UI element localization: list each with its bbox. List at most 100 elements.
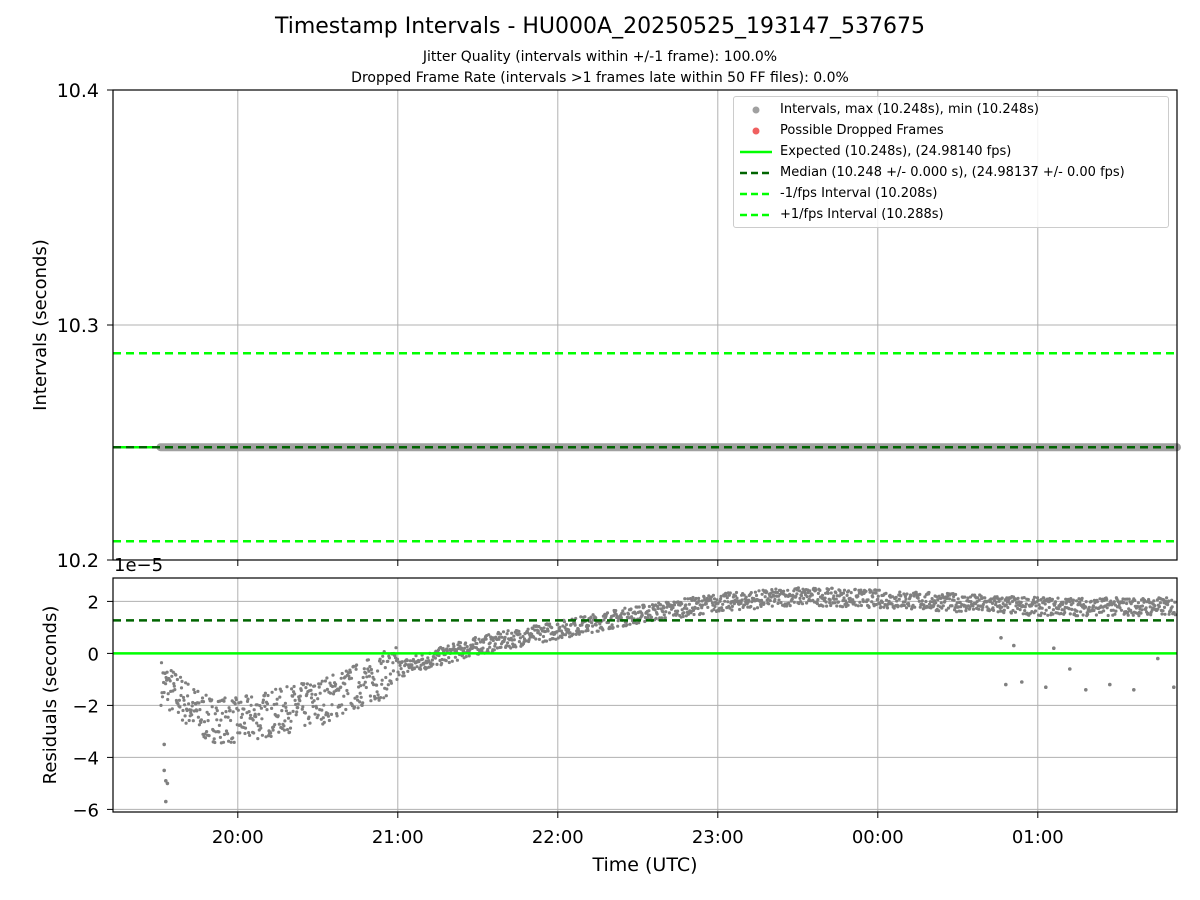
residual-point (937, 609, 941, 613)
residual-point (437, 653, 441, 658)
residual-point (968, 605, 972, 610)
residual-point (206, 719, 210, 723)
residual-point (1148, 605, 1152, 609)
residual-point (816, 598, 820, 602)
residual-point (622, 612, 627, 616)
residual-point (840, 605, 845, 609)
residual-point (431, 662, 435, 666)
residual-point (291, 709, 295, 714)
residual-point (222, 699, 226, 703)
residual-point (743, 603, 747, 607)
residual-point (536, 629, 540, 633)
residual-point (382, 696, 386, 700)
residual-outlier-point (1020, 680, 1024, 684)
residual-point (671, 606, 675, 610)
residual-point (305, 682, 309, 686)
residual-point (197, 701, 201, 705)
residual-point (898, 590, 902, 594)
residual-point (776, 601, 780, 606)
y-offset-label: 1e−5 (114, 555, 163, 576)
residual-point (907, 604, 911, 608)
residual-point (876, 597, 880, 601)
residual-point (614, 609, 618, 613)
residual-point (767, 602, 771, 606)
residual-point (909, 593, 913, 598)
red-dot-icon (752, 127, 760, 135)
residual-point (955, 610, 959, 614)
residual-point (385, 687, 389, 691)
residual-point (378, 657, 382, 661)
residual-point (676, 609, 680, 613)
residual-point (772, 594, 776, 598)
residual-point (1077, 597, 1081, 601)
residual-point (835, 604, 839, 608)
residual-point (183, 703, 187, 707)
residual-point (896, 604, 900, 608)
residual-point (467, 654, 471, 658)
residual-outlier-point (165, 781, 170, 786)
residual-point (514, 645, 518, 649)
residual-point (649, 615, 654, 619)
residual-point (1063, 610, 1067, 615)
residual-point (184, 681, 188, 685)
residual-point (1162, 605, 1167, 610)
residual-point (1062, 608, 1066, 612)
residual-point (1040, 611, 1044, 615)
residual-point (951, 592, 955, 596)
residual-point (749, 591, 753, 595)
residual-point (1024, 602, 1028, 606)
residual-point (1163, 599, 1168, 603)
residual-point (1105, 597, 1109, 602)
residual-point (871, 595, 875, 599)
residual-point (940, 606, 944, 610)
residual-point (841, 599, 845, 603)
residual-point (462, 649, 466, 653)
residual-point (797, 589, 802, 593)
residual-point (251, 718, 255, 722)
residual-point (197, 723, 201, 727)
residual-point (753, 590, 758, 594)
top-y-tick-label: 10.2 (57, 550, 99, 572)
residual-point (356, 698, 360, 702)
residual-point (296, 702, 300, 706)
residual-point (174, 673, 178, 677)
residual-point (226, 715, 230, 719)
chart-subtitle-dropped: Dropped Frame Rate (intervals >1 frames … (351, 70, 849, 86)
residual-point (298, 699, 302, 703)
residual-point (903, 600, 907, 604)
residual-point (1064, 597, 1068, 601)
residual-point (453, 655, 457, 659)
residual-point (273, 723, 277, 727)
residual-point (558, 625, 562, 629)
residual-point (775, 590, 780, 595)
residual-point (1170, 605, 1174, 609)
residual-point (905, 592, 909, 596)
residual-point (927, 590, 931, 595)
residual-point (902, 592, 906, 596)
residual-point (293, 698, 297, 703)
residual-point (1152, 599, 1156, 603)
residual-point (1111, 608, 1115, 612)
residual-point (950, 604, 954, 608)
residual-point (586, 624, 591, 628)
residual-point (884, 598, 889, 602)
residual-point (541, 634, 546, 639)
residual-point (215, 718, 219, 722)
residual-point (355, 663, 359, 667)
residual-point (279, 689, 283, 693)
residual-point (533, 628, 537, 632)
residual-point (290, 687, 294, 691)
legend-label-intervals: Intervals, max (10.248s), min (10.248s) (780, 102, 1039, 117)
residual-point (223, 715, 228, 719)
residual-point (183, 714, 187, 718)
residual-point (757, 589, 761, 593)
residual-point (1021, 612, 1025, 616)
residual-point (542, 626, 546, 630)
residual-point (282, 724, 286, 728)
residual-point (930, 597, 934, 601)
residual-point (717, 609, 721, 613)
residual-point (1106, 613, 1110, 618)
residual-point (1037, 603, 1041, 607)
residual-point (1040, 606, 1044, 610)
residual-point (330, 684, 335, 689)
